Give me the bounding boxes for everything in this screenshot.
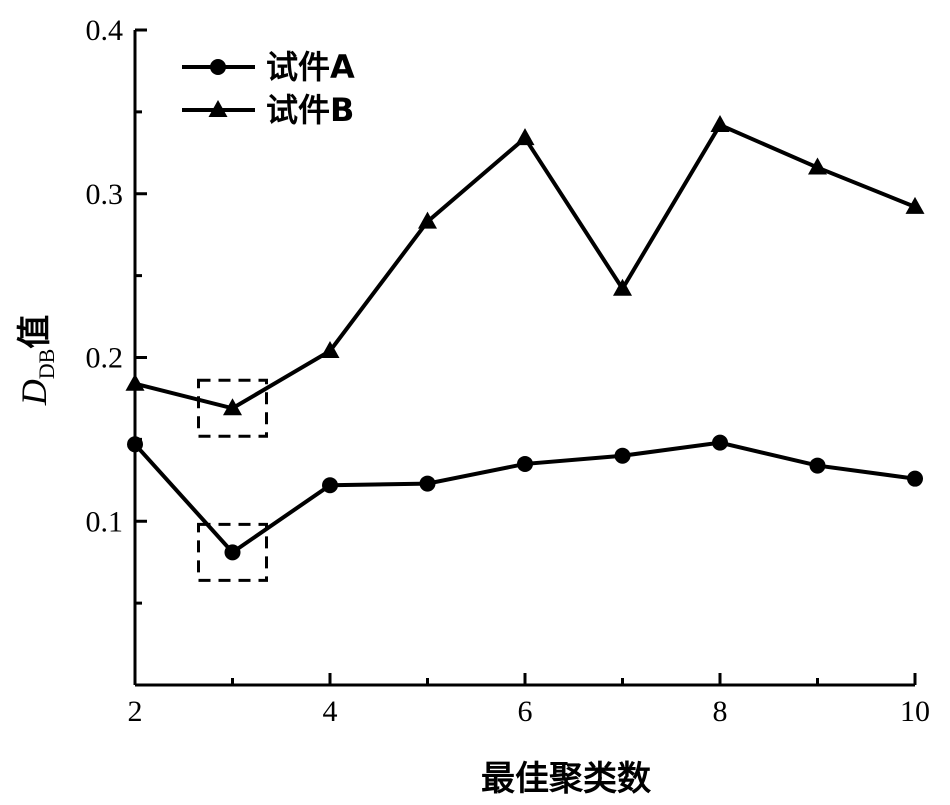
series-a-point: [907, 470, 923, 487]
legend-label: 试件B: [266, 91, 354, 129]
series-a-point: [127, 436, 143, 453]
legend-marker-triangle: [208, 100, 228, 117]
legend: 试件A 试件B: [182, 48, 355, 129]
legend-marker-circle: [210, 59, 226, 75]
x-tick-label: 4: [323, 695, 338, 728]
highlight-dashed-box: [197, 378, 268, 438]
series-a-point: [809, 457, 826, 474]
y-axis-title-main: D: [14, 379, 54, 406]
highlight-dashed-box: [197, 522, 268, 582]
series-b-point: [418, 211, 437, 229]
annotations: [197, 378, 268, 582]
y-tick-label: 0.1: [86, 505, 124, 538]
svg-text:DDB值: DDB值: [14, 315, 59, 407]
x-tick-label: 8: [713, 695, 728, 728]
series-b-point: [905, 196, 925, 214]
series-a-point: [322, 477, 338, 494]
series-b-point: [320, 340, 340, 358]
x-tick-label: 6: [518, 695, 533, 728]
series-b-point: [710, 114, 730, 132]
series-a-point: [712, 434, 728, 451]
y-axis-title-sub: DB: [34, 349, 59, 380]
y-tick-label: 0.3: [86, 178, 124, 211]
series-a-point: [517, 455, 533, 472]
series-lines: [133, 122, 916, 556]
y-tick-label: 0.2: [86, 342, 124, 375]
series-b-point: [515, 128, 535, 146]
series-b-point: [613, 278, 632, 296]
series-b-line: [134, 122, 916, 411]
legend-label: 试件A: [266, 48, 355, 86]
ticks: 2 4 6 8 10 0.1 0.2 0.3 0.4: [86, 14, 931, 728]
x-tick-label: 2: [128, 695, 143, 728]
series-b-point: [125, 373, 145, 391]
x-axis-title: 最佳聚类数: [481, 759, 651, 799]
y-axis-title-suffix: 值: [15, 315, 55, 349]
markers: [125, 114, 925, 561]
series-b-point: [223, 398, 242, 416]
y-axis-title: DDB值: [14, 315, 59, 407]
y-tick-label: 0.4: [86, 14, 124, 47]
series-a-point: [224, 544, 241, 561]
series-b-point: [808, 157, 827, 175]
series-a-point: [614, 447, 631, 464]
x-tick-label: 10: [900, 695, 930, 728]
series-a-point: [419, 475, 436, 492]
